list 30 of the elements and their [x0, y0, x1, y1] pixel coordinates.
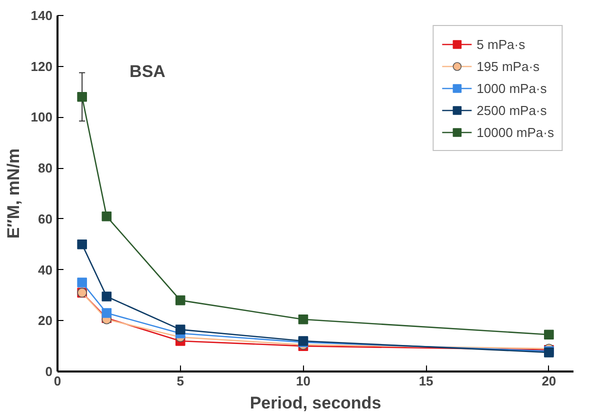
- legend-label: 5 mPa·s: [476, 36, 526, 52]
- y-tick-label: 20: [38, 313, 53, 328]
- point: [175, 295, 186, 306]
- y-tick-label: 60: [38, 211, 53, 226]
- y-axis-title: E″M, mN/m: [4, 148, 23, 239]
- point: [175, 324, 186, 334]
- y-tick-label: 140: [30, 8, 53, 23]
- y-tick-label: 120: [30, 58, 53, 74]
- legend-label: 10000 mPa·s: [476, 124, 554, 140]
- point: [544, 330, 554, 340]
- legend-label: 195 mPa·s: [476, 58, 540, 74]
- legend-label: 2500 mPa·s: [476, 102, 547, 118]
- y-tick-label: 100: [30, 110, 53, 125]
- point: [77, 92, 87, 102]
- y-tick-label: 0: [45, 364, 53, 379]
- x-tick-label: 15: [418, 374, 434, 388]
- y-tick-label: 80: [38, 160, 53, 176]
- point: [77, 239, 87, 250]
- point: [298, 314, 308, 324]
- x-tick-label: 5: [176, 374, 184, 388]
- legend-label: 1000 mPa·s: [476, 80, 547, 96]
- point: [102, 211, 112, 222]
- x-axis-title: Period, seconds: [250, 394, 382, 412]
- point: [77, 278, 87, 288]
- point: [102, 292, 112, 302]
- y-tick-label: 40: [38, 262, 53, 278]
- annotation: BSA: [130, 62, 166, 81]
- x-tick-label: 20: [542, 374, 556, 388]
- x-tick-label: 10: [296, 374, 310, 388]
- point: [102, 308, 112, 318]
